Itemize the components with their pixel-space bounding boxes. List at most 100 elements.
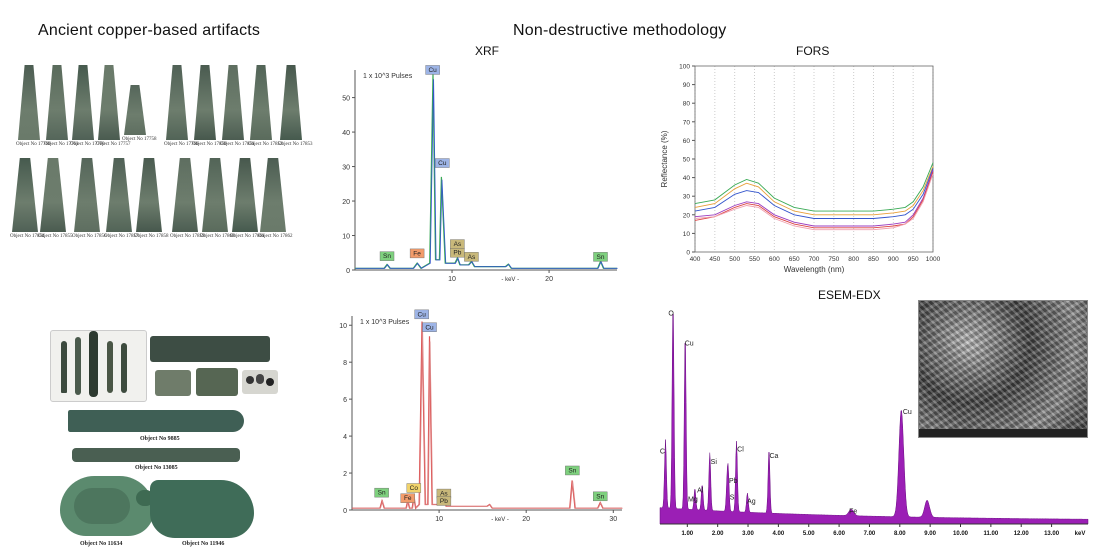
peak-label: Pb [440, 498, 448, 505]
y-tick-label: 20 [683, 212, 691, 219]
axe-photo [250, 65, 272, 140]
peak-label: Ag [747, 499, 756, 506]
axe-photo [40, 158, 66, 232]
axe-photo [280, 65, 302, 140]
sword-photo-1 [68, 410, 244, 432]
x-tick-label: 850 [868, 256, 879, 263]
peak-label-box [593, 252, 608, 262]
vessel-fragment-photo [150, 480, 254, 538]
peak-label-box [436, 496, 452, 506]
peak-label: Ca [769, 453, 778, 460]
axe-photo [46, 65, 68, 140]
peak-label: Cu [685, 341, 694, 348]
x-tick-label: 1.00 [681, 531, 693, 537]
axe-caption: Object No 17770 [70, 142, 105, 147]
spectrum-line-2 [352, 327, 623, 510]
sword-caption-2: Object No 13085 [135, 465, 178, 471]
fragment-photo-3 [242, 370, 278, 394]
y-tick-label: 4 [343, 434, 347, 441]
x-tick-label: 10 [448, 276, 456, 283]
peak-label-box [425, 65, 440, 75]
peak-label-box [379, 251, 395, 261]
peak-label: Sn [596, 493, 604, 500]
peak-label: S [730, 494, 735, 501]
spectrum-line [355, 73, 617, 270]
peak-label-box [374, 487, 389, 498]
x-tick-label: 11.00 [984, 531, 999, 537]
peak-label-box [400, 493, 415, 503]
spearhead-photo [50, 330, 147, 402]
peak-label-box [406, 483, 422, 493]
peak-label: Sn [568, 467, 576, 474]
axe-photo [222, 65, 244, 140]
peak-label: Si [711, 459, 718, 466]
axe-caption: Object No 17850 [192, 142, 227, 147]
axe-caption: Object No 17757 [96, 142, 131, 147]
axe-caption: Object No 17852 [248, 142, 283, 147]
y-tick-label: 90 [683, 82, 691, 89]
axe-photo [74, 158, 100, 232]
edx-title: ESEM-EDX [818, 288, 881, 302]
x-tick-label: 650 [789, 256, 800, 263]
axe-photo [136, 158, 162, 232]
peak-label-box [409, 248, 425, 259]
x-axis-label: - keV - [491, 517, 509, 523]
fragment-photo-2 [196, 368, 238, 396]
x-tick-label: 10.00 [953, 531, 969, 537]
xrf-title: XRF [475, 44, 499, 58]
x-tick-label: 550 [749, 256, 760, 263]
x-tick-label: 500 [729, 256, 740, 263]
bowl-photo [60, 476, 154, 536]
y-tick-label: 50 [683, 157, 691, 164]
axe-caption: Object No 17760 [16, 142, 51, 147]
peak-label: Sn [383, 253, 391, 260]
y-tick-label: 30 [683, 194, 691, 201]
axe-caption: Object No 17856 [72, 234, 107, 239]
axe-caption: Object No 17758 [122, 137, 157, 142]
x-tick-label: 1000 [926, 256, 941, 263]
blade-photo [150, 336, 270, 362]
y-tick-label: 0 [686, 250, 690, 257]
fors-chart: 400 450 500 550 600 650 700 750 800 850 900 950 1000… [660, 64, 941, 275]
peak-label: As [440, 491, 448, 498]
y-tick-label: 80 [683, 101, 691, 108]
y-unit-label: 1 x 10^3 Pulses [363, 73, 413, 80]
y-tick-label: 30 [342, 165, 350, 172]
peak-label: Sn [597, 254, 605, 261]
xrf-chart-bottom: 0 2 4 6 8 10 10 20 30 1 x 10^3 Pulses - keV - Cu Cu S… [339, 309, 623, 523]
y-tick-label: 40 [683, 175, 691, 182]
axe-photo [202, 158, 228, 232]
axe-caption: Object No 17855 [38, 234, 73, 239]
axe-photo [124, 85, 146, 135]
x-tick-label: 600 [769, 256, 780, 263]
y-tick-label: 0 [346, 268, 350, 275]
axe-caption: Object No 17854 [10, 234, 45, 239]
axe-caption: Object No 17860 [200, 234, 235, 239]
axe-caption: Object No 17857 [104, 234, 139, 239]
peak-label: Cu [438, 160, 447, 167]
sword-caption-1: Object No 9885 [140, 436, 180, 442]
axe-caption: Object No 17861 [230, 234, 265, 239]
x-tick-label: 20 [545, 276, 553, 283]
methodology-heading: Non-destructive methodology [513, 22, 727, 39]
y-tick-label: 20 [342, 199, 350, 206]
peak-label: O [668, 311, 674, 318]
y-tick-label: 0 [343, 508, 347, 515]
x-axis-label: Wavelength (nm) [784, 265, 845, 274]
y-unit-label: 1 x 10^3 Pulses [360, 319, 410, 326]
y-tick-label: 10 [339, 323, 347, 330]
xrf-chart-top: 0 10 20 30 40 50 10 20 1 x 10^3 Pulses - keV - Cu C… [342, 65, 618, 283]
edx-spectrum-area [659, 313, 1089, 525]
axe-photo [98, 65, 120, 140]
peak-label: C [660, 449, 665, 456]
peak-label-box [414, 309, 429, 320]
x-tick-label: 8.00 [894, 531, 906, 537]
axe-caption: Object No 17862 [258, 234, 293, 239]
x-tick-label: 900 [888, 256, 899, 263]
axe-photo [72, 65, 94, 140]
y-tick-label: 2 [343, 471, 347, 478]
peak-label: Pb [729, 478, 738, 485]
peak-label: Cu [425, 324, 434, 331]
x-tick-label: 950 [908, 256, 919, 263]
axe-caption: Object No 17858 [134, 234, 169, 239]
